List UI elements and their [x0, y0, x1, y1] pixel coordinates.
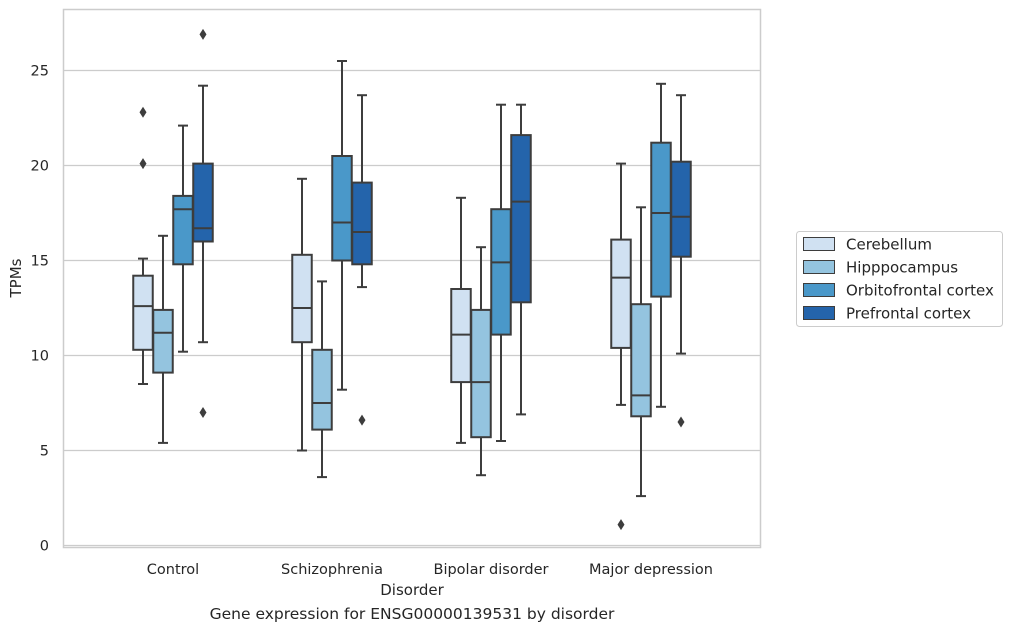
legend-swatch	[803, 237, 835, 251]
y-axis-title: TPMs	[7, 258, 25, 298]
outlier-point	[139, 106, 147, 118]
outlier-point	[199, 28, 207, 40]
box-iqr	[291, 253, 313, 344]
box-group	[132, 28, 214, 444]
box-iqr	[470, 308, 492, 439]
box-iqr	[670, 160, 692, 258]
y-tick-label: 20	[31, 159, 49, 175]
box-iqr	[152, 308, 174, 374]
box-iqr	[132, 274, 154, 351]
legend-label: Prefrontal cortex	[846, 305, 971, 323]
plot-area-frame	[62, 8, 762, 549]
y-tick-label: 10	[31, 349, 49, 365]
legend-label: Orbitofrontal cortex	[846, 282, 994, 300]
outlier-point	[199, 407, 207, 418]
legend-label: Cerebellum	[846, 236, 932, 254]
box-iqr	[192, 162, 214, 243]
figure-caption: Gene expression for ENSG00000139531 by d…	[209, 605, 615, 623]
x-tick-label: Control	[147, 562, 199, 578]
y-tick-label: 25	[31, 64, 49, 80]
box-group	[610, 82, 692, 531]
y-tick-label: 15	[31, 254, 49, 270]
y-tick-labels: 0 5 10 15 20 25	[31, 64, 49, 555]
box-iqr	[311, 348, 333, 431]
legend-frame	[796, 231, 1003, 327]
legend: Cerebellum Hipppocampus Orbitofrontal cort…	[796, 231, 1003, 327]
x-tick-label: Bipolar disorder	[434, 562, 549, 578]
y-tick-label: 0	[40, 539, 49, 555]
box-iqr	[510, 134, 532, 304]
box-iqr	[650, 141, 672, 298]
x-tick-label: Major depression	[589, 562, 713, 578]
box-iqr	[331, 155, 353, 262]
outlier-point	[358, 414, 366, 426]
box-group	[450, 103, 532, 477]
box-iqr	[610, 238, 632, 349]
outlier-point	[677, 416, 685, 428]
legend-swatch	[803, 306, 835, 320]
box-iqr	[172, 194, 194, 266]
x-tick-label: Schizophrenia	[281, 562, 383, 578]
outlier-point	[139, 158, 147, 170]
legend-label: Hipppocampus	[846, 259, 958, 277]
y-tick-label: 5	[40, 444, 49, 460]
legend-swatch	[803, 283, 835, 297]
box-iqr	[351, 181, 373, 266]
x-tick-labels: Control Schizophrenia Bipolar disorder Majo…	[147, 562, 713, 578]
box-iqr	[630, 303, 652, 418]
x-axis-title: Disorder	[380, 581, 444, 599]
box-groups	[132, 28, 692, 531]
legend-swatch	[803, 260, 835, 274]
box-group	[291, 60, 373, 479]
outlier-point	[617, 519, 625, 531]
box-iqr	[490, 208, 512, 336]
